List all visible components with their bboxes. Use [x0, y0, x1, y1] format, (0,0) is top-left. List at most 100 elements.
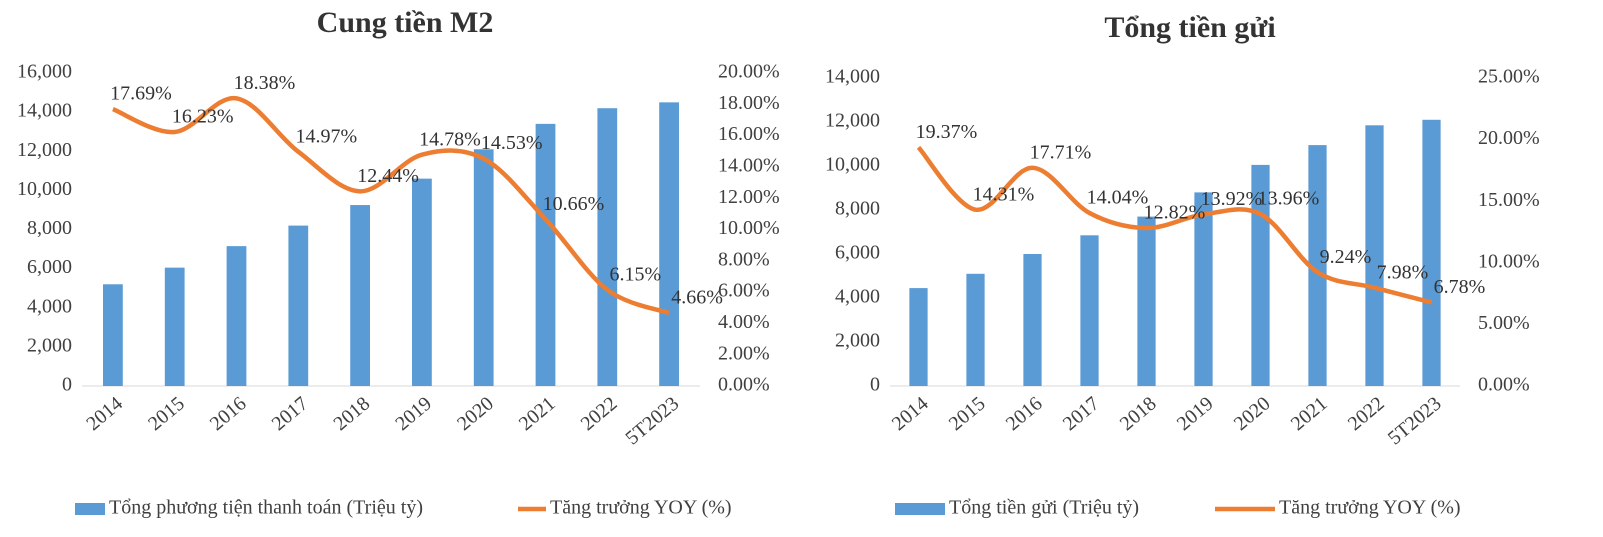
- bar: [288, 225, 309, 386]
- legend-label: Tăng trưởng YOY (%): [1279, 497, 1461, 519]
- y2-tick-label: 20.00%: [1478, 127, 1540, 149]
- bar: [1308, 145, 1327, 386]
- x-tick-label: 2020: [1230, 392, 1275, 435]
- bar: [1194, 192, 1213, 386]
- data-label: 12.44%: [357, 165, 419, 187]
- y2-tick-label: 10.00%: [1478, 250, 1540, 272]
- bar: [535, 123, 556, 387]
- x-tick-label: 2016: [206, 392, 251, 435]
- x-tick-label: 2014: [82, 392, 127, 435]
- y2-tick-label: 25.00%: [1478, 66, 1540, 88]
- y-tick-label: 0: [62, 374, 72, 396]
- data-label: 9.24%: [1320, 246, 1372, 268]
- y2-tick-label: 0.00%: [1478, 374, 1530, 396]
- bar: [103, 284, 123, 386]
- data-label: 4.66%: [671, 287, 723, 309]
- x-tick-label: 2019: [391, 392, 436, 435]
- y2-tick-label: 20.00%: [718, 61, 780, 83]
- data-label: 7.98%: [1377, 261, 1429, 283]
- y-tick-label: 14,000: [825, 66, 880, 88]
- bar: [1365, 125, 1384, 387]
- x-tick-label: 2020: [453, 392, 498, 435]
- y-tick-label: 8,000: [835, 198, 880, 220]
- y-tick-label: 8,000: [27, 217, 72, 239]
- x-tick-label: 5T2023: [621, 392, 683, 449]
- bar: [350, 205, 370, 386]
- y2-tick-label: 12.00%: [718, 186, 780, 208]
- y-tick-label: 4,000: [27, 295, 72, 317]
- chart-title: Tổng tiền gửi: [1104, 11, 1275, 44]
- data-label: 13.96%: [1258, 188, 1320, 210]
- y2-tick-label: 0.00%: [718, 374, 770, 396]
- bar: [966, 273, 985, 386]
- y-tick-label: 6,000: [27, 256, 72, 278]
- data-label: 14.53%: [481, 132, 543, 154]
- chart-title: Cung tiền M2: [317, 6, 494, 39]
- y-tick-label: 6,000: [835, 242, 880, 264]
- y-tick-label: 4,000: [835, 286, 880, 308]
- y2-tick-label: 6.00%: [718, 280, 770, 302]
- x-tick-label: 2017: [268, 392, 313, 435]
- bar: [412, 178, 432, 386]
- y2-tick-label: 2.00%: [718, 342, 770, 364]
- y-tick-label: 12,000: [17, 139, 72, 161]
- y-tick-label: 0: [870, 374, 880, 396]
- data-label: 14.04%: [1087, 187, 1149, 209]
- data-label: 19.37%: [916, 121, 978, 143]
- y-tick-label: 14,000: [17, 100, 72, 122]
- y2-tick-label: 5.00%: [1478, 312, 1530, 334]
- y2-tick-label: 15.00%: [1478, 189, 1540, 211]
- x-tick-label: 2022: [1344, 392, 1389, 435]
- x-tick-label: 2021: [1287, 392, 1332, 435]
- legend-label: Tổng phương tiện thanh toán (Triệu tỷ): [109, 497, 423, 519]
- y-tick-label: 16,000: [17, 61, 72, 83]
- y-tick-label: 2,000: [835, 330, 880, 352]
- bar: [226, 246, 247, 386]
- y2-tick-label: 4.00%: [718, 311, 770, 333]
- data-label: 6.78%: [1434, 276, 1486, 298]
- y-tick-label: 10,000: [17, 178, 72, 200]
- y-tick-label: 12,000: [825, 110, 880, 132]
- data-label: 13.92%: [1201, 188, 1263, 210]
- x-tick-label: 2019: [1173, 392, 1218, 435]
- bar: [659, 102, 679, 386]
- x-tick-label: 2016: [1002, 392, 1047, 435]
- x-tick-label: 2018: [329, 392, 374, 435]
- bar: [909, 288, 928, 386]
- bar: [473, 149, 494, 386]
- y-tick-label: 2,000: [27, 334, 72, 356]
- legend-label: Tổng tiền gửi (Triệu tỷ): [949, 497, 1139, 519]
- data-label: 18.38%: [234, 72, 296, 94]
- bar: [1023, 254, 1042, 386]
- data-label: 10.66%: [543, 193, 605, 215]
- y2-tick-label: 16.00%: [718, 123, 780, 145]
- data-label: 12.82%: [1144, 202, 1206, 224]
- bar: [597, 108, 618, 387]
- x-tick-label: 2021: [515, 392, 560, 435]
- x-tick-label: 2018: [1116, 392, 1161, 435]
- bar: [1422, 119, 1441, 387]
- line: [916, 145, 1433, 305]
- x-tick-label: 5T2023: [1384, 392, 1446, 449]
- x-tick-label: 2014: [888, 392, 933, 435]
- bar: [1080, 235, 1099, 386]
- y2-tick-label: 14.00%: [718, 154, 780, 176]
- line: [112, 96, 670, 316]
- data-label: 17.71%: [1030, 141, 1092, 163]
- data-label: 14.31%: [973, 183, 1035, 205]
- data-label: 14.97%: [295, 125, 357, 147]
- legend-swatch: [895, 503, 945, 515]
- legend-swatch: [75, 503, 105, 515]
- bar: [1137, 216, 1156, 386]
- x-tick-label: 2022: [577, 392, 622, 435]
- data-label: 17.69%: [110, 83, 172, 105]
- y2-tick-label: 10.00%: [718, 217, 780, 239]
- data-label: 14.78%: [419, 128, 481, 150]
- x-tick-label: 2015: [144, 392, 189, 435]
- y2-tick-label: 18.00%: [718, 92, 780, 114]
- bar: [1251, 164, 1270, 386]
- y-tick-label: 10,000: [825, 154, 880, 176]
- data-label: 16.23%: [172, 106, 234, 128]
- x-tick-label: 2015: [945, 392, 990, 435]
- bar: [164, 267, 185, 386]
